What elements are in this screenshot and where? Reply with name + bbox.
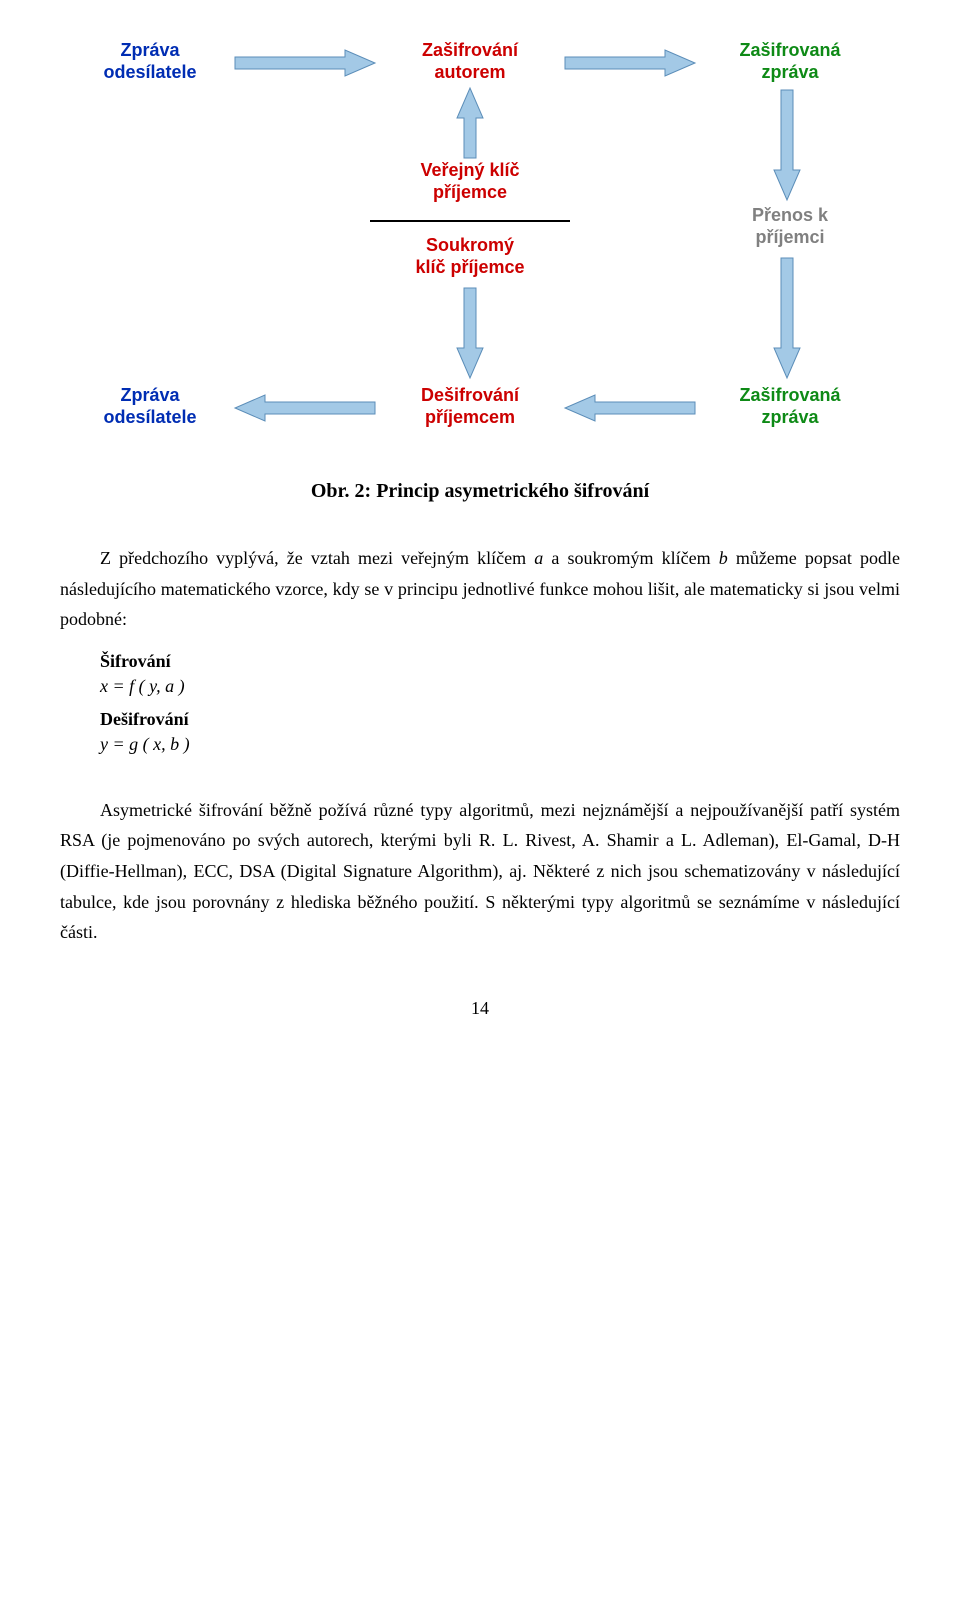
para1-pre: Z předchozího vyplývá, že vztah mezi veř… <box>100 548 534 568</box>
arrow-transfer-down <box>772 90 802 200</box>
node-cipher-bottom: Zašifrovaná zpráva <box>700 385 880 428</box>
node-cipher-top: Zašifrovaná zpráva <box>700 40 880 83</box>
arrow-bottom-right <box>565 393 695 423</box>
arrow-bottom-left <box>235 393 375 423</box>
figure-caption: Obr. 2: Princip asymetrického šifrování <box>60 480 900 503</box>
para1-mid: a soukromým klíčem <box>543 548 718 568</box>
arrow-privkey-down <box>455 288 485 378</box>
node-private-key: Soukromý klíč příjemce <box>380 235 560 278</box>
arrow-transfer-down2 <box>772 258 802 378</box>
node-sender-bottom: Zpráva odesílatele <box>70 385 230 428</box>
arrow-top-left <box>235 48 375 78</box>
arrow-pubkey-up <box>455 88 485 158</box>
encryption-diagram: Zpráva odesílatele Zašifrování autorem Z… <box>60 40 900 460</box>
node-transfer: Přenos k příjemci <box>700 205 880 248</box>
key-divider <box>370 220 570 222</box>
math-label-decryption: Dešifrování <box>100 709 900 730</box>
node-sender-top: Zpráva odesílatele <box>70 40 230 83</box>
paragraph-1: Z předchozího vyplývá, že vztah mezi veř… <box>60 543 900 635</box>
node-encrypt-top: Zašifrování autorem <box>380 40 560 83</box>
math-encryption: x = f ( y, a ) <box>100 676 900 697</box>
node-public-key: Veřejný klíč příjemce <box>380 160 560 203</box>
symbol-b: b <box>719 548 728 568</box>
math-decryption: y = g ( x, b ) <box>100 734 900 755</box>
node-decrypt-bottom: Dešifrování příjemcem <box>380 385 560 428</box>
math-label-encryption: Šifrování <box>100 651 900 672</box>
page-number: 14 <box>60 998 900 1019</box>
arrow-top-right <box>565 48 695 78</box>
symbol-a: a <box>534 548 543 568</box>
paragraph-2: Asymetrické šifrování běžně požívá různé… <box>60 795 900 948</box>
